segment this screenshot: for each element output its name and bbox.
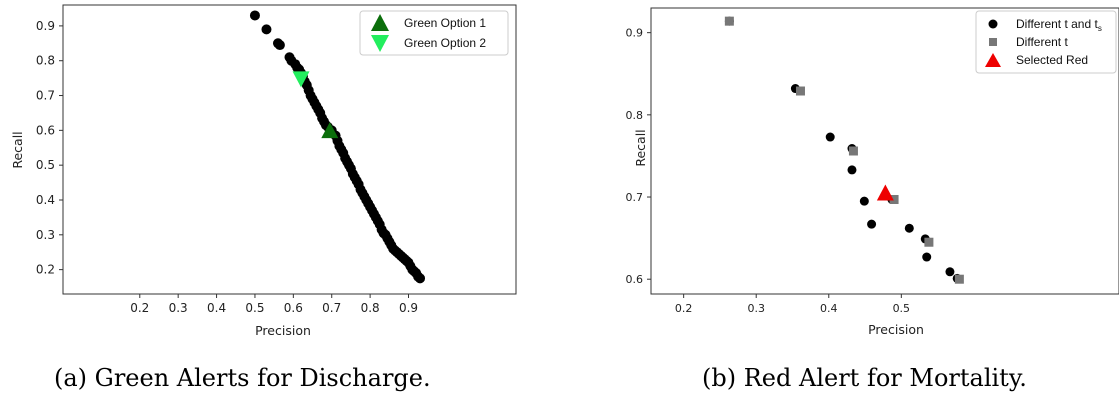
legend-green-option-1-label: Green Option 1: [404, 16, 486, 30]
x-tick-label: 0.2: [130, 301, 149, 315]
caption-b: (b) Red Alert for Mortality.: [702, 364, 1027, 392]
x-tick-label: 0.4: [207, 301, 226, 315]
legend-selected-red-label: Selected Red: [1016, 53, 1088, 67]
chart-b-xlabel: Precision: [868, 322, 924, 337]
chart-b: 0.2 0.3 0.4 0.5 0.6 0.7 0.8 0.9 Precision Reca…: [626, 7, 1119, 392]
x-tick-label: 0.2: [675, 302, 693, 315]
data-point: [292, 71, 310, 88]
x-tick-label: 0.3: [169, 301, 188, 315]
chart-a-ylabel: Recall: [10, 131, 25, 168]
chart-a-frame: [62, 4, 517, 295]
data-point: [889, 194, 899, 204]
y-tick-label: 0.6: [36, 123, 55, 137]
x-tick-label: 0.4: [820, 302, 838, 315]
legend-different-t-ts-marker: [988, 19, 998, 29]
data-point: [249, 10, 260, 21]
data-point: [922, 252, 932, 262]
y-tick-label: 0.6: [626, 273, 644, 286]
data-point: [261, 24, 272, 35]
chart-a-xlabel: Precision: [255, 323, 311, 338]
data-point: [415, 273, 426, 284]
data-point: [274, 40, 285, 51]
chart-b-yticks: 0.6 0.7 0.8 0.9: [626, 27, 651, 286]
data-point: [825, 132, 835, 142]
chart-a-yticks: 0.2 0.3 0.4 0.5 0.6 0.7 0.8 0.9: [36, 19, 63, 277]
data-point: [945, 267, 955, 277]
data-point: [924, 237, 934, 247]
y-tick-label: 0.3: [36, 228, 55, 242]
chart-a-xticks: 0.2 0.3 0.4 0.5 0.6 0.7 0.8 0.9: [130, 294, 418, 315]
y-tick-label: 0.2: [36, 263, 55, 277]
chart-b-legend: Different t and ts Different t Selected …: [975, 10, 1117, 74]
x-tick-label: 0.8: [361, 301, 380, 315]
legend-selected-red-marker: [985, 53, 1001, 67]
x-tick-label: 0.7: [322, 301, 341, 315]
data-point: [724, 16, 734, 26]
legend-different-t-ts-label: Different t and ts: [1016, 17, 1102, 33]
data-point: [867, 219, 877, 229]
chart-a: 0.2 0.3 0.4 0.5 0.6 0.7 0.8 0.9 0.2 0.3 0.4 0.5 0.6…: [10, 4, 517, 392]
y-tick-label: 0.8: [36, 54, 55, 68]
y-tick-label: 0.7: [626, 191, 644, 204]
y-tick-label: 0.5: [36, 158, 55, 172]
data-point: [321, 122, 339, 139]
data-point: [876, 184, 894, 201]
data-point: [904, 223, 914, 233]
y-tick-label: 0.8: [626, 109, 644, 122]
chart-b-frame: [650, 7, 1119, 295]
legend-different-t-label: Different t: [1016, 35, 1068, 49]
chart-a-points: [249, 10, 426, 284]
caption-a: (a) Green Alerts for Discharge.: [54, 364, 431, 392]
chart-a-legend-box: [359, 10, 509, 56]
data-point: [954, 274, 964, 284]
legend-different-t-marker: [989, 38, 997, 46]
y-tick-label: 0.9: [626, 27, 644, 40]
data-point: [848, 146, 858, 156]
x-tick-label: 0.5: [245, 301, 264, 315]
legend-green-option-2-marker: [371, 35, 389, 52]
legend-green-option-1-marker: [371, 14, 389, 31]
legend-subscript: s: [1098, 24, 1102, 33]
chart-b-legend-box: [975, 10, 1117, 74]
chart-b-ylabel: Recall: [633, 129, 648, 166]
chart-a-legend: Green Option 1 Green Option 2: [359, 10, 509, 56]
x-tick-label: 0.9: [399, 301, 418, 315]
data-point: [859, 196, 869, 206]
x-tick-label: 0.5: [893, 302, 911, 315]
y-tick-label: 0.4: [36, 193, 55, 207]
x-tick-label: 0.3: [747, 302, 765, 315]
data-point: [795, 86, 805, 96]
y-tick-label: 0.9: [36, 19, 55, 33]
y-tick-label: 0.7: [36, 89, 55, 103]
chart-b-points: [724, 16, 964, 284]
data-point: [847, 165, 857, 175]
chart-b-xticks: 0.2 0.3 0.4 0.5: [675, 294, 910, 315]
x-tick-label: 0.6: [284, 301, 303, 315]
legend-green-option-2-label: Green Option 2: [404, 36, 486, 50]
